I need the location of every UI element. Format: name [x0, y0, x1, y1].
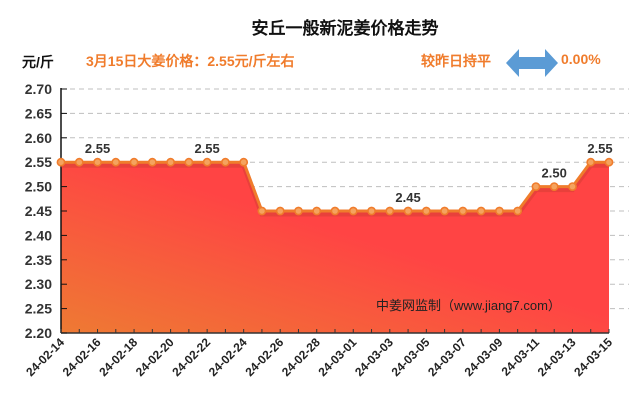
area-fill	[61, 162, 609, 333]
svg-text:24-02-18: 24-02-18	[96, 335, 140, 379]
change-note: 较昨日持平	[421, 53, 491, 69]
svg-text:2.55: 2.55	[85, 141, 110, 156]
svg-text:24-02-22: 24-02-22	[169, 335, 213, 379]
svg-text:24-02-14: 24-02-14	[23, 335, 67, 379]
svg-text:24-03-05: 24-03-05	[389, 335, 433, 379]
y-axis-ticks: 2.70 2.65 2.60 2.55 2.50 2.45 2.40 2.35 2.30 2.25…	[25, 81, 67, 341]
svg-text:24-02-20: 24-02-20	[133, 335, 177, 379]
y-axis-unit: 元/斤	[22, 54, 54, 70]
svg-text:2.55: 2.55	[194, 141, 219, 156]
svg-text:2.20: 2.20	[25, 325, 52, 341]
svg-text:24-03-07: 24-03-07	[425, 335, 469, 379]
svg-text:2.50: 2.50	[542, 166, 567, 181]
svg-text:24-03-01: 24-03-01	[316, 335, 360, 379]
change-percent: 0.00%	[561, 51, 601, 67]
svg-text:2.55: 2.55	[587, 141, 612, 156]
svg-text:24-02-16: 24-02-16	[60, 335, 104, 379]
svg-text:24-03-13: 24-03-13	[535, 335, 579, 379]
svg-text:2.65: 2.65	[25, 105, 52, 121]
svg-text:2.70: 2.70	[25, 81, 52, 97]
svg-text:2.55: 2.55	[25, 154, 52, 170]
svg-text:2.45: 2.45	[25, 203, 52, 219]
svg-text:2.45: 2.45	[395, 190, 420, 205]
svg-text:2.40: 2.40	[25, 227, 52, 243]
svg-text:24-02-26: 24-02-26	[242, 335, 286, 379]
x-axis-ticks: 24-02-1424-02-1624-02-1824-02-2024-02-22…	[23, 329, 615, 379]
watermark: 中姜网监制（www.jiang7.com）	[376, 298, 561, 313]
svg-text:24-03-09: 24-03-09	[462, 335, 506, 379]
svg-text:24-03-15: 24-03-15	[571, 335, 615, 379]
data-labels: 2.55 2.55 2.45 2.50 2.55	[85, 141, 613, 205]
svg-text:2.25: 2.25	[25, 301, 52, 317]
double-arrow-icon	[506, 49, 558, 77]
price-line	[56, 157, 614, 217]
chart-title: 安丘一般新泥姜价格走势	[251, 19, 439, 38]
svg-text:2.35: 2.35	[25, 252, 52, 268]
svg-text:24-03-11: 24-03-11	[499, 335, 543, 379]
svg-text:24-02-28: 24-02-28	[279, 335, 323, 379]
svg-text:2.60: 2.60	[25, 130, 52, 146]
svg-text:2.30: 2.30	[25, 276, 52, 292]
svg-text:24-02-24: 24-02-24	[206, 335, 250, 379]
svg-text:2.50: 2.50	[25, 179, 52, 195]
svg-text:24-03-03: 24-03-03	[352, 335, 396, 379]
price-note: 3月15日大姜价格：2.55元/斤左右	[86, 53, 295, 69]
